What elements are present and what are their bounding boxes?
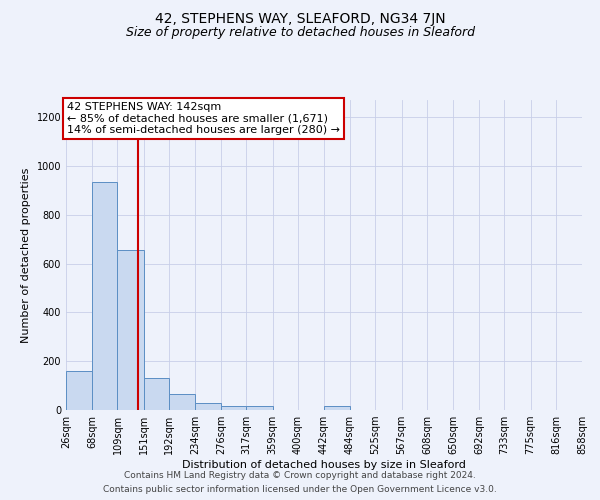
Bar xyxy=(169,394,195,410)
Text: 42 STEPHENS WAY: 142sqm
← 85% of detached houses are smaller (1,671)
14% of semi: 42 STEPHENS WAY: 142sqm ← 85% of detache… xyxy=(67,102,340,134)
Bar xyxy=(221,406,247,410)
Text: Contains public sector information licensed under the Open Government Licence v3: Contains public sector information licen… xyxy=(103,484,497,494)
Bar xyxy=(66,371,92,410)
Y-axis label: Number of detached properties: Number of detached properties xyxy=(21,168,31,342)
Bar xyxy=(195,402,221,410)
Text: Size of property relative to detached houses in Sleaford: Size of property relative to detached ho… xyxy=(125,26,475,39)
Bar xyxy=(247,406,272,410)
Text: 42, STEPHENS WAY, SLEAFORD, NG34 7JN: 42, STEPHENS WAY, SLEAFORD, NG34 7JN xyxy=(155,12,445,26)
Bar xyxy=(118,250,143,410)
Bar xyxy=(324,406,350,410)
X-axis label: Distribution of detached houses by size in Sleaford: Distribution of detached houses by size … xyxy=(182,460,466,470)
Bar xyxy=(92,182,118,410)
Bar xyxy=(143,378,169,410)
Text: Contains HM Land Registry data © Crown copyright and database right 2024.: Contains HM Land Registry data © Crown c… xyxy=(124,472,476,480)
